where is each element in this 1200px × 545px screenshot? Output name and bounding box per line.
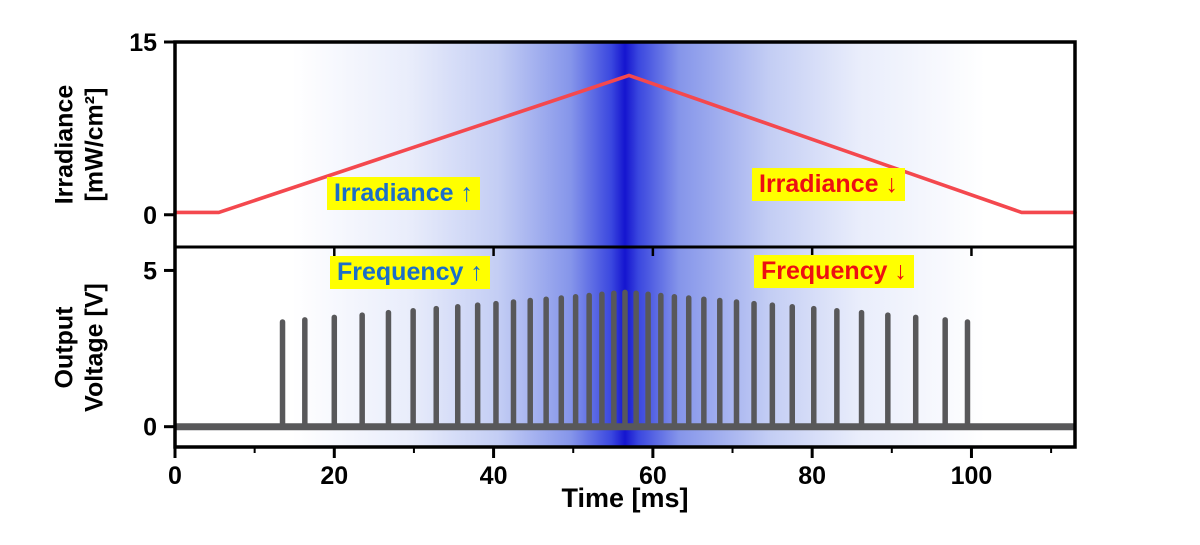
svg-text:60: 60 xyxy=(639,462,667,490)
bottom-y-axis-label-line1: Output xyxy=(50,306,79,389)
svg-text:0: 0 xyxy=(143,414,157,442)
svg-text:40: 40 xyxy=(480,462,508,490)
svg-text:15: 15 xyxy=(129,29,157,57)
bottom-y-axis-label: Output Voltage [V] xyxy=(51,208,110,488)
svg-text:0: 0 xyxy=(143,202,157,230)
top-y-axis-label-line1: Irradiance xyxy=(50,84,79,205)
svg-text:0: 0 xyxy=(168,462,182,490)
annotation-frequency-down: Frequency ↓ xyxy=(754,255,914,288)
top-y-axis-label-line2: [mW/cm²] xyxy=(80,87,108,202)
svg-text:100: 100 xyxy=(951,462,993,490)
x-axis-title: Time [ms] xyxy=(561,483,689,513)
annotation-irradiance-down: Irradiance ↓ xyxy=(752,168,905,201)
svg-text:5: 5 xyxy=(143,257,157,285)
annotation-frequency-up: Frequency ↑ xyxy=(330,256,490,289)
bottom-y-axis-label-line2: Voltage [V] xyxy=(80,283,108,412)
svg-text:80: 80 xyxy=(798,462,826,490)
annotation-irradiance-up: Irradiance ↑ xyxy=(327,177,480,210)
svg-text:20: 20 xyxy=(320,462,348,490)
